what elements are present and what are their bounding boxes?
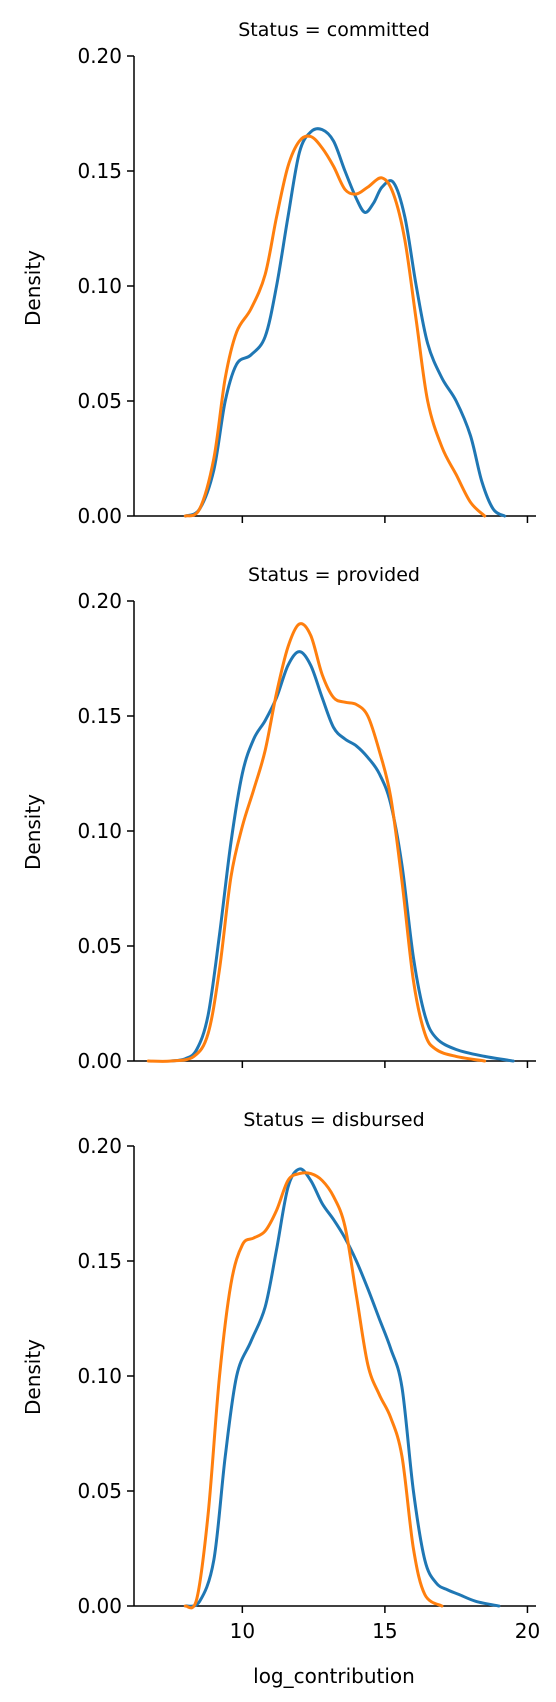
y-tick-label: 0.20 xyxy=(77,44,122,68)
density-line-1 xyxy=(169,650,515,1063)
y-tick-label: 0.05 xyxy=(77,1479,122,1503)
facet-title: Status = committed xyxy=(238,19,430,41)
x-tick-label: 20 xyxy=(515,1619,540,1643)
x-ticks xyxy=(241,516,529,523)
y-tick-label: 0.15 xyxy=(77,704,122,728)
x-ticks xyxy=(241,1061,529,1068)
series-group xyxy=(183,127,507,518)
facet-panel-committed: Status = committed Density 0.000.050.100… xyxy=(21,19,536,528)
x-ticks: 10 15 20 xyxy=(230,1606,540,1643)
y-tick-label: 0.00 xyxy=(77,1049,122,1073)
y-tick-label: 0.10 xyxy=(77,1364,122,1388)
y-tick-label: 0.15 xyxy=(77,159,122,183)
y-tick-label: 0.05 xyxy=(77,389,122,413)
x-tick-label: 15 xyxy=(372,1619,397,1643)
facet-title: Status = disbursed xyxy=(243,1109,424,1131)
y-tick-label: 0.20 xyxy=(77,589,122,613)
y-tick-label: 0.05 xyxy=(77,934,122,958)
density-line-2 xyxy=(183,134,487,518)
y-tick-label: 0.20 xyxy=(77,1134,122,1158)
facet-panel-disbursed: Status = disbursed Density 0.000.050.100… xyxy=(21,1109,540,1688)
y-axis-title: Density xyxy=(21,250,45,326)
y-tick-label: 0.10 xyxy=(77,819,122,843)
x-tick-label: 10 xyxy=(230,1619,255,1643)
y-tick-label: 0.00 xyxy=(77,504,122,528)
density-line-1 xyxy=(183,1167,501,1608)
y-ticks: 0.00 0.05 0.10 0.15 0.20 xyxy=(77,589,134,1073)
y-ticks: 0.00 0.05 0.10 0.15 0.20 xyxy=(77,1134,134,1618)
series-group xyxy=(146,622,515,1063)
y-tick-label: 0.10 xyxy=(77,274,122,298)
y-tick-label: 0.15 xyxy=(77,1249,122,1273)
density-line-2 xyxy=(146,622,487,1063)
density-line-2 xyxy=(183,1171,444,1610)
x-axis-title: log_contribution xyxy=(253,1664,415,1688)
y-tick-label: 0.00 xyxy=(77,1594,122,1618)
density-line-1 xyxy=(183,127,507,518)
series-group xyxy=(183,1167,501,1610)
y-axis-title: Density xyxy=(21,1339,45,1415)
y-axis-title: Density xyxy=(21,794,45,870)
facet-panel-provided: Status = provided Density 0.000.050.100.… xyxy=(21,564,536,1073)
y-ticks: 0.00 0.05 0.10 0.15 0.20 xyxy=(77,44,134,528)
facet-title: Status = provided xyxy=(248,564,420,586)
